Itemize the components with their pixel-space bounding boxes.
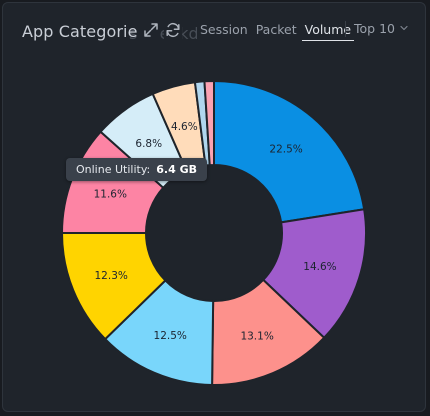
pie-slice[interactable] xyxy=(203,79,215,167)
tooltip: Online Utility: 6.4 GB xyxy=(66,158,207,181)
donut-chart: 22.5% 14.6% 13.1% 12.5% 12.3% 11.6% 6.8% 4.6% xyxy=(60,79,367,387)
tooltip-value: 6.4 GB xyxy=(156,163,197,176)
metric-tabs: Session Packet Volume xyxy=(197,20,356,42)
tab-volume[interactable]: Volume xyxy=(301,20,355,41)
tab-session[interactable]: Session xyxy=(197,20,251,40)
tooltip-label: Online Utility: xyxy=(76,163,151,176)
tab-packet[interactable]: Packet xyxy=(252,20,300,40)
top-n-select[interactable]: Top 10 xyxy=(354,21,395,36)
slice-label: 22.5% xyxy=(269,144,302,156)
slice-label: 12.5% xyxy=(154,330,187,342)
slice-label: 12.3% xyxy=(95,270,128,282)
chart-card: s Breakdown App Categorie Session Packet… xyxy=(2,2,426,412)
expand-icon[interactable] xyxy=(142,21,160,39)
slice-label: 6.8% xyxy=(135,138,162,150)
slice-label: 11.6% xyxy=(94,188,127,200)
slice-label: 4.6% xyxy=(171,121,198,133)
header-divider xyxy=(345,21,346,37)
pie-slice[interactable] xyxy=(213,79,366,224)
chart-title: App Categorie xyxy=(22,22,138,41)
slice-label: 14.6% xyxy=(303,261,336,273)
slice-label: 13.1% xyxy=(240,330,273,342)
refresh-icon[interactable] xyxy=(164,21,182,39)
chevron-down-icon[interactable] xyxy=(399,23,409,33)
